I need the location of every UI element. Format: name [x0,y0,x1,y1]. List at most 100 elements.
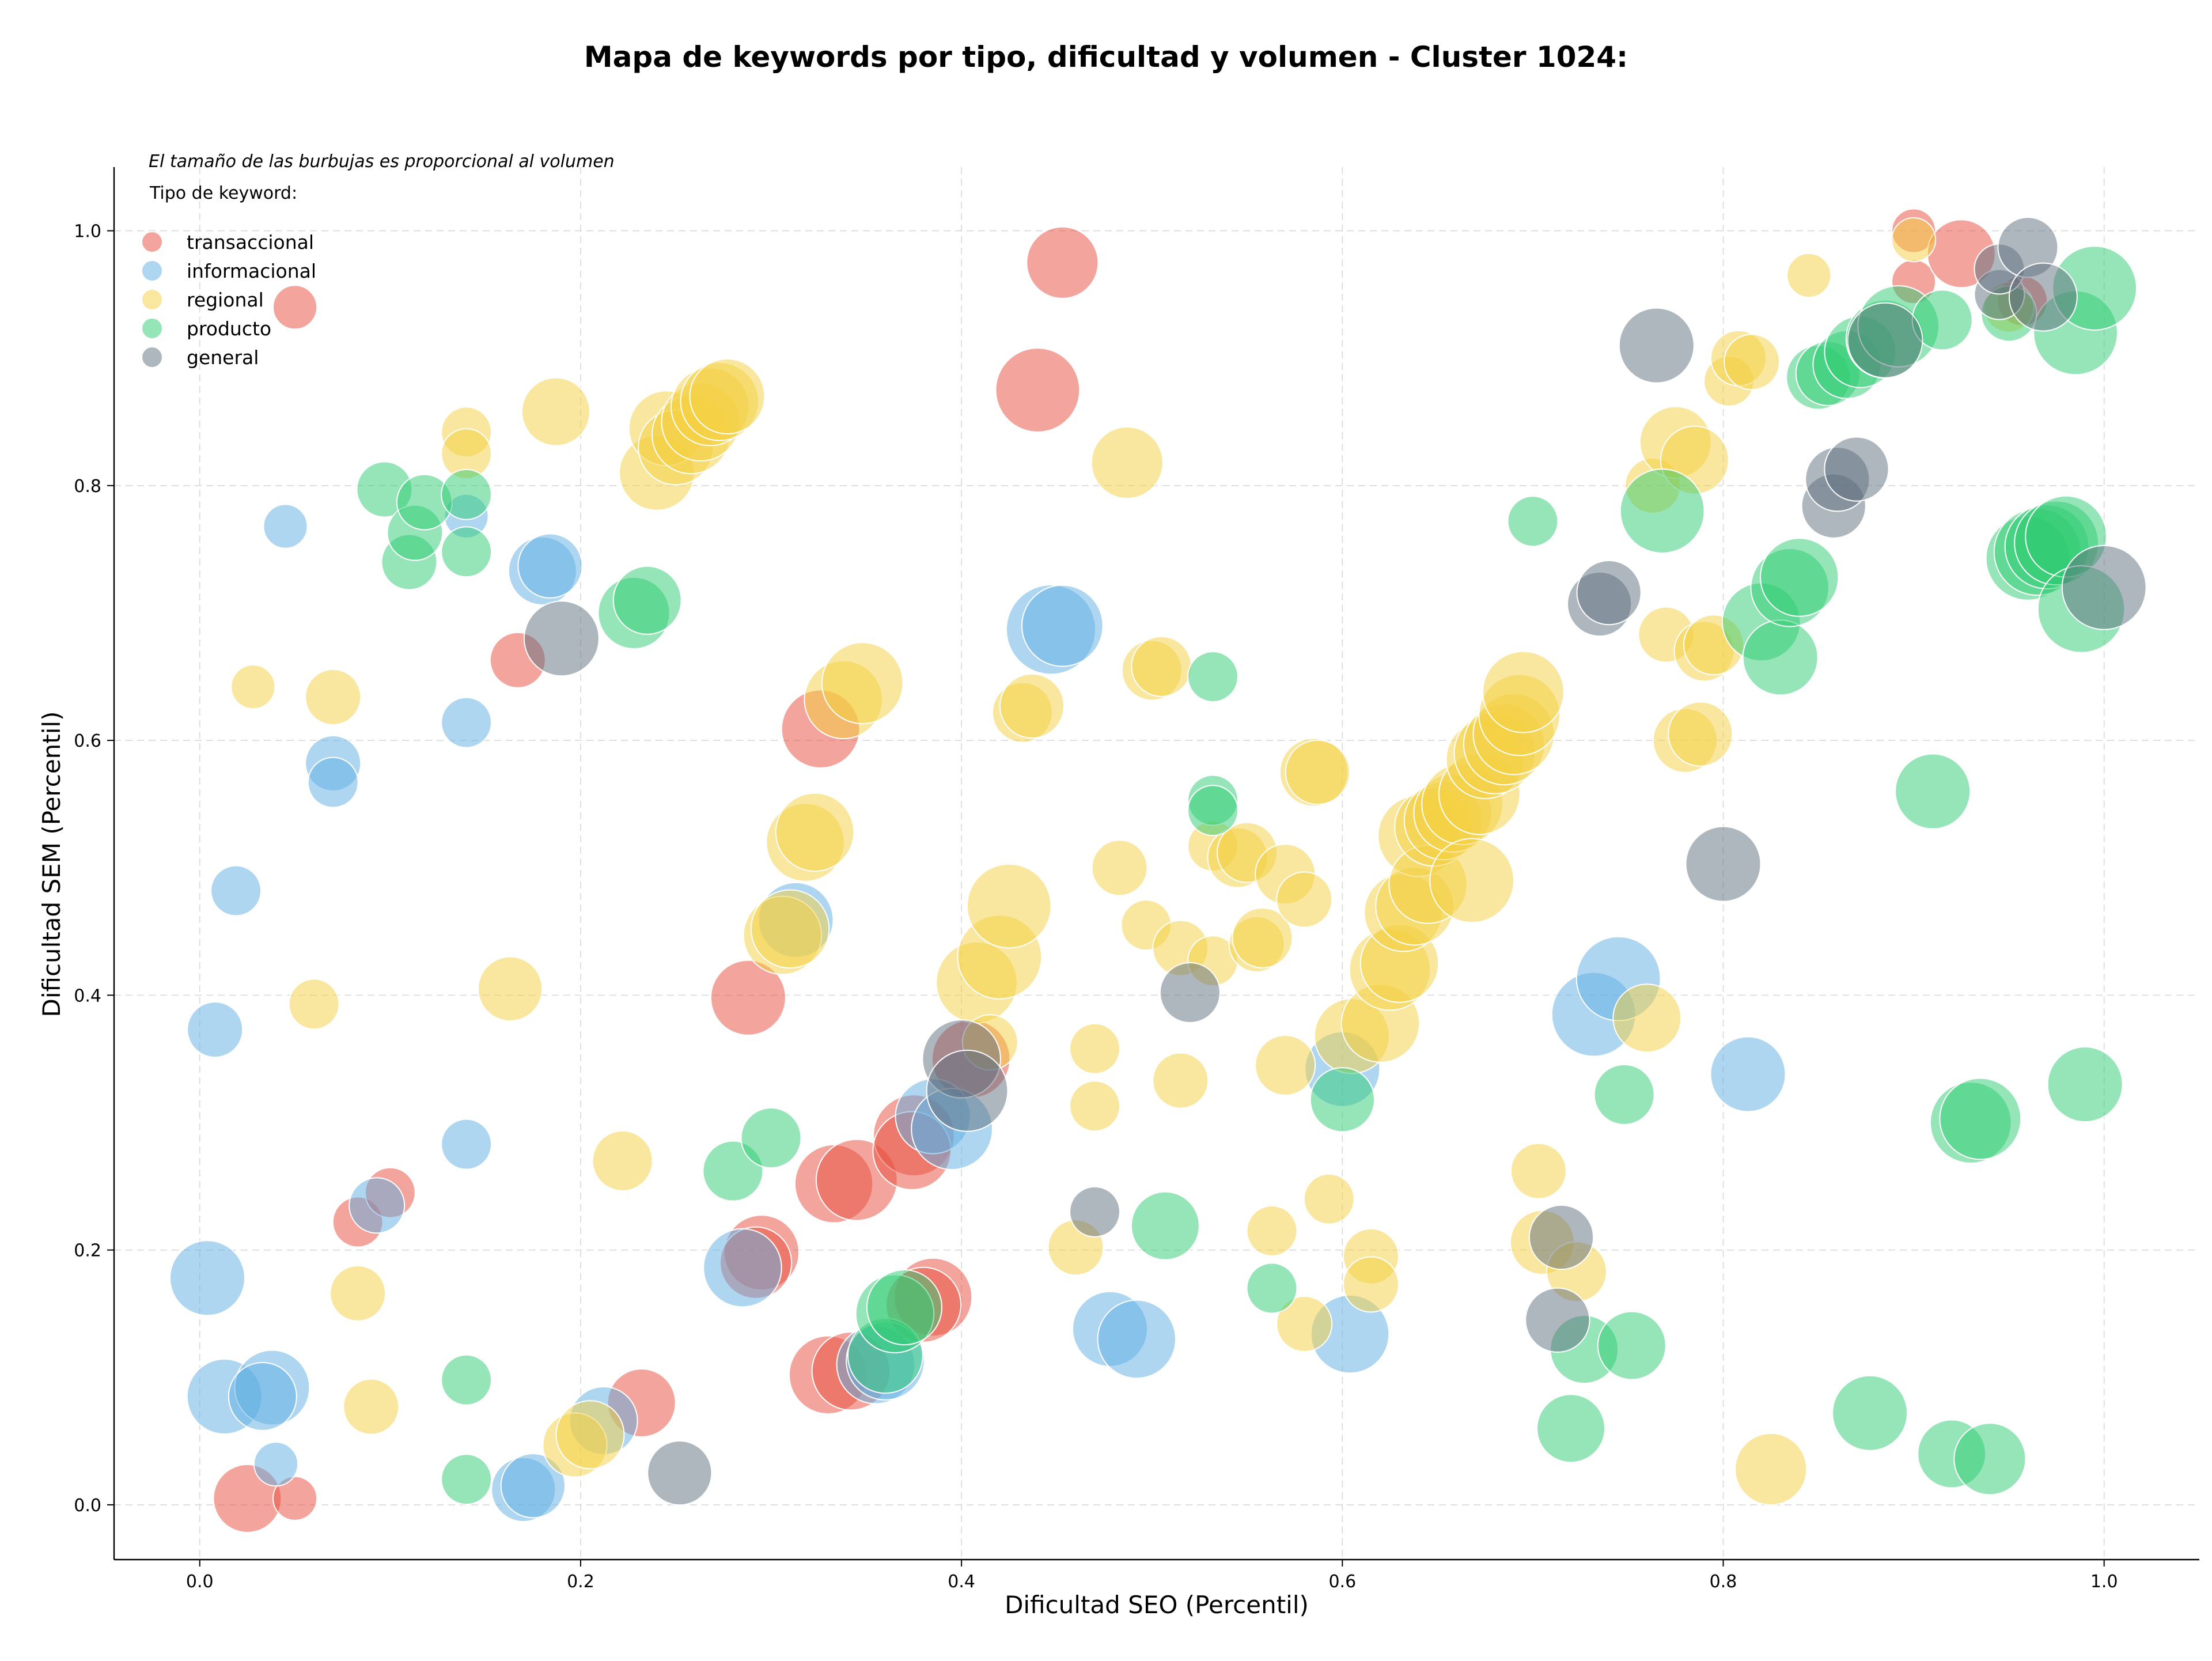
x-tick-label: 0.4 [948,1572,975,1592]
bubble-producto [1832,1375,1908,1451]
bubble-producto [866,1269,942,1346]
bubble-producto [740,1107,802,1169]
bubble-regional [1246,1205,1298,1257]
bubbles-layer [169,208,2147,1533]
bubble-informacional [253,1441,299,1487]
bubble-general [1576,559,1642,626]
bubble-regional [1612,983,1682,1053]
bubble-informacional [1710,1036,1786,1113]
bubble-informacional [1097,1299,1177,1379]
bubble-regional [750,889,830,969]
bubble-regional [689,358,766,435]
bubble-general [523,600,600,677]
bubble-producto [441,1454,493,1505]
bubble-general [2008,262,2078,332]
bubble-regional [1668,701,1733,767]
bubble-producto [441,1354,493,1406]
bubble-general [1618,307,1695,384]
bubble-informacional [169,1240,245,1316]
bubble-general [1824,436,1889,502]
bubble-regional [1090,426,1164,500]
bubble-informacional [1021,584,1104,667]
bubble-informacional [441,1118,493,1170]
bubble-regional [1152,1052,1209,1109]
chart-title: Mapa de keywords por tipo, dificultad y … [584,40,1628,74]
bubble-regional [1734,1432,1808,1506]
bubble-producto [1536,1394,1606,1463]
series-producto [356,245,2138,1505]
bubble-informacional [703,1228,782,1308]
bubble-regional [477,956,543,1021]
legend-item-general: general [141,346,259,369]
bubble-regional [521,377,590,447]
bubble-regional [1091,839,1148,896]
bubble-regional [1429,838,1515,924]
bubble-informacional [441,697,493,748]
bubble-regional [1255,1034,1316,1096]
y-tick-label: 1.0 [74,222,101,242]
bubble-informacional [263,504,308,549]
axis-ticks: 0.0 0.2 0.4 0.6 0.8 1.0 0.0 0.2 0.4 0.6 0.8 1.0 [74,222,2118,1592]
bubble-regional [1069,1023,1121,1074]
legend-label: general [187,346,259,369]
bubble-regional [343,1378,400,1435]
legend: transaccional informacional regional produc… [141,231,316,369]
legend-label: informacional [187,260,316,282]
bubble-general [926,1049,1009,1132]
bubble-regional [999,673,1065,739]
y-tick-label: 0.0 [74,1496,101,1516]
bubble-producto [1187,785,1238,837]
legend-label: transaccional [187,231,314,253]
bubble-informacional [210,865,262,917]
bubble-regional [1276,1295,1333,1352]
bubble-informacional [349,1177,406,1234]
bubble-producto [1895,753,1971,830]
bubble-regional [775,792,855,872]
x-tick-label: 0.2 [567,1572,594,1592]
bubble-general [1528,1204,1594,1270]
bubble-regional [592,1130,653,1191]
series-general [523,217,2147,1506]
bubble-producto [1309,1067,1375,1133]
bubble-general [1159,962,1221,1023]
bubble-regional [1891,217,1937,263]
x-tick-label: 0.0 [186,1572,214,1592]
bubble-informacional [228,1361,297,1431]
bubble-regional [1131,635,1192,697]
bubble-transaccional [995,347,1081,433]
x-axis-label: Dificultad SEO (Percentil) [1005,1591,1309,1619]
bubble-producto [1507,495,1559,547]
bubble-informacional [307,756,359,808]
bubble-general [1525,1287,1590,1353]
y-tick-label: 0.4 [74,986,101,1006]
bubble-regional [288,978,340,1030]
bubble-regional [1724,334,1781,391]
y-tick-label: 0.6 [74,731,101,751]
bubble-regional [1069,1080,1121,1132]
bubble-regional [305,668,362,725]
y-tick-label: 0.2 [74,1241,101,1261]
bubble-regional [1276,871,1333,928]
legend-swatch [141,289,163,311]
bubble-producto [2047,1046,2123,1123]
bubble-regional [1482,650,1565,733]
x-tick-label: 0.6 [1328,1572,1356,1592]
bubble-regional [1303,1173,1355,1225]
bubble-regional [966,863,1052,949]
bubble-producto [1130,1191,1200,1261]
bubble-regional [1232,907,1293,968]
bubble-informacional [500,1453,566,1519]
bubble-transaccional [710,959,786,1036]
legend-item-producto: producto [141,317,271,340]
bubble-general [1069,1186,1121,1238]
bubble-producto [1953,1422,2027,1496]
bubble-regional [1510,1142,1567,1200]
bubble-regional [1342,1256,1399,1313]
bubble-transaccional [1026,226,1099,299]
legend-swatch [141,260,163,282]
legend-item-informacional: informacional [141,260,316,282]
bubble-regional [555,1400,625,1470]
bubble-regional [1285,739,1350,805]
bubble-regional [1786,252,1832,298]
legend-label: producto [187,317,271,340]
